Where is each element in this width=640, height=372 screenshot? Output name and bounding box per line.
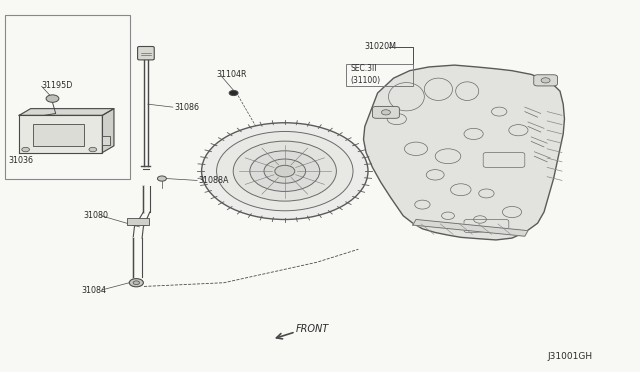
Bar <box>5 15 130 179</box>
Circle shape <box>133 281 140 285</box>
Polygon shape <box>413 219 528 236</box>
Circle shape <box>264 159 306 183</box>
Text: 31020M: 31020M <box>365 42 397 51</box>
Text: J31001GH: J31001GH <box>547 352 593 361</box>
Circle shape <box>275 165 295 177</box>
Text: 31086: 31086 <box>174 103 199 112</box>
Bar <box>346 64 413 86</box>
FancyBboxPatch shape <box>138 46 154 60</box>
Circle shape <box>541 78 550 83</box>
Bar <box>33 124 84 146</box>
Text: 31088A: 31088A <box>198 176 229 185</box>
Circle shape <box>89 147 97 152</box>
Circle shape <box>229 90 238 96</box>
Polygon shape <box>102 109 114 153</box>
Text: 31084: 31084 <box>82 286 107 295</box>
Text: 31195D: 31195D <box>42 81 73 90</box>
Text: 31036: 31036 <box>8 156 33 165</box>
PathPatch shape <box>364 65 564 240</box>
Circle shape <box>233 141 337 201</box>
Circle shape <box>46 95 59 102</box>
Text: SEC.3ll
(31100): SEC.3ll (31100) <box>351 64 381 85</box>
Circle shape <box>157 176 166 181</box>
FancyBboxPatch shape <box>534 75 557 86</box>
Text: FRONT: FRONT <box>296 324 329 334</box>
Circle shape <box>216 131 353 211</box>
Polygon shape <box>19 109 114 115</box>
Text: 31080: 31080 <box>83 211 108 219</box>
Bar <box>102 136 110 145</box>
Bar <box>127 218 149 225</box>
FancyBboxPatch shape <box>372 106 399 118</box>
Circle shape <box>381 110 390 115</box>
Circle shape <box>129 279 143 287</box>
Circle shape <box>202 123 368 219</box>
Circle shape <box>22 147 29 152</box>
Circle shape <box>250 151 320 192</box>
Text: 31104R: 31104R <box>216 70 247 79</box>
Polygon shape <box>19 115 102 153</box>
